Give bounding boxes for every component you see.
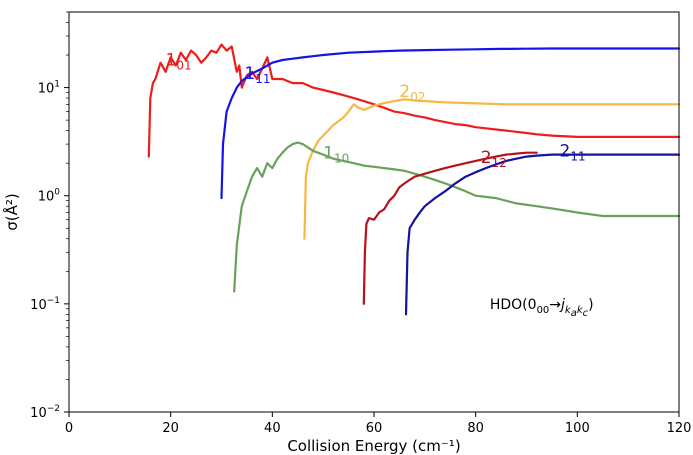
- x-tick-label: 60: [366, 421, 383, 436]
- series-line-3: [303, 98, 681, 240]
- series-label-main: 2: [560, 142, 571, 162]
- y-tick-exponent: −1: [47, 296, 60, 306]
- series-label-main: 2: [399, 82, 410, 102]
- y-tick-base: 10: [38, 190, 55, 205]
- series-label-6: 211: [560, 142, 586, 164]
- annotation-sub-initial: 00: [537, 305, 550, 316]
- x-tick-label: 120: [667, 421, 692, 436]
- series-label-3: 202: [399, 82, 425, 104]
- plot-frame: [68, 11, 680, 413]
- series-label-2: 111: [244, 64, 270, 86]
- y-tick-label: 10−2: [30, 404, 60, 421]
- x-tick-label: 40: [264, 421, 281, 436]
- x-axis-title: Collision Energy (cm⁻¹): [287, 437, 460, 455]
- series-label-main: 1: [166, 51, 177, 71]
- y-tick-label: 10−1: [30, 296, 60, 313]
- series-line-1: [147, 43, 681, 158]
- series-label-sub: 12: [492, 156, 507, 170]
- series-label-1: 101: [166, 51, 192, 73]
- x-tick-label: 80: [467, 421, 484, 436]
- series-label-main: 2: [481, 148, 492, 168]
- annotation-k2-sub: k: [577, 305, 584, 316]
- series-label-sub: 10: [334, 152, 349, 166]
- y-tick-base: 10: [38, 82, 55, 97]
- x-tick-label: 100: [565, 421, 590, 436]
- series-label-main: 1: [323, 144, 334, 164]
- series-label-sub: 02: [410, 90, 425, 104]
- series-label-sub: 01: [176, 59, 191, 73]
- annotation-arrow: →: [549, 297, 561, 313]
- reaction-annotation: HDO(000→jkakc): [490, 297, 594, 319]
- y-tick-exponent: −2: [47, 404, 60, 414]
- annotation-k-sub: k: [565, 305, 572, 316]
- series-line-2: [220, 47, 681, 200]
- y-tick-exponent: 1: [54, 80, 60, 90]
- series-layer: [147, 43, 681, 316]
- series-label-4: 110: [323, 144, 349, 166]
- series-label-sub: 11: [570, 150, 585, 164]
- x-tick-label: 20: [162, 421, 179, 436]
- annotation-main: HDO(0: [490, 297, 537, 313]
- annotation-close: ): [588, 297, 593, 313]
- y-tick-base: 10: [30, 406, 47, 421]
- series-label-main: 1: [244, 64, 255, 84]
- series-line-4: [233, 141, 681, 293]
- y-tick-exponent: 0: [54, 188, 60, 198]
- y-tick-label: 101: [38, 80, 60, 97]
- annotation-j: j: [559, 297, 565, 313]
- y-tick-label: 100: [38, 188, 61, 205]
- series-label-sub: 11: [255, 72, 270, 86]
- annotation-a-sub: a: [571, 308, 577, 319]
- series-line-6: [404, 153, 681, 316]
- y-axis-title: σ(Å²): [2, 193, 21, 231]
- series-label-5: 212: [481, 148, 507, 170]
- y-tick-base: 10: [30, 298, 47, 313]
- series-line-5: [362, 151, 538, 305]
- x-tick-label: 0: [65, 421, 73, 436]
- annotation-c-sub: c: [583, 308, 589, 319]
